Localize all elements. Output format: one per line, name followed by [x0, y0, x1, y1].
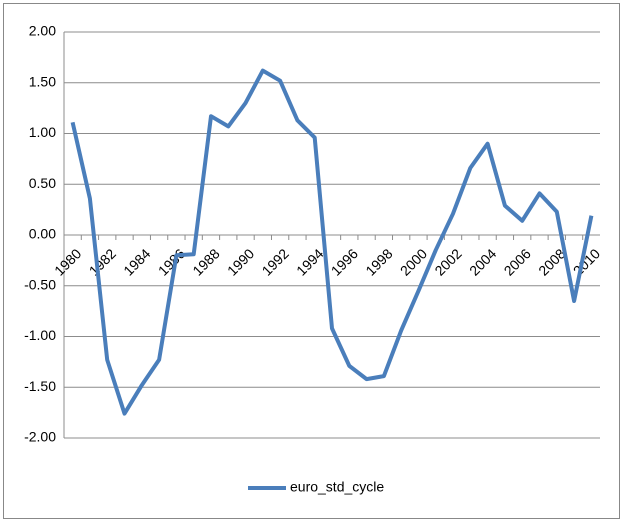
- y-tick-label: 1.00: [29, 124, 56, 140]
- legend-label: euro_std_cycle: [290, 479, 384, 495]
- y-tick-label: -2.00: [24, 429, 56, 445]
- y-tick-label: -0.50: [24, 276, 56, 292]
- y-tick-label: -1.50: [24, 378, 56, 394]
- y-tick-label: 2.00: [29, 23, 56, 39]
- series-line: [70, 68, 594, 416]
- y-tick-label: 0.50: [29, 175, 56, 191]
- y-tick-label: 1.50: [29, 73, 56, 89]
- y-tick-label: 0.00: [29, 226, 56, 242]
- chart-frame: [3, 3, 620, 519]
- y-tick-label: -1.00: [24, 327, 56, 343]
